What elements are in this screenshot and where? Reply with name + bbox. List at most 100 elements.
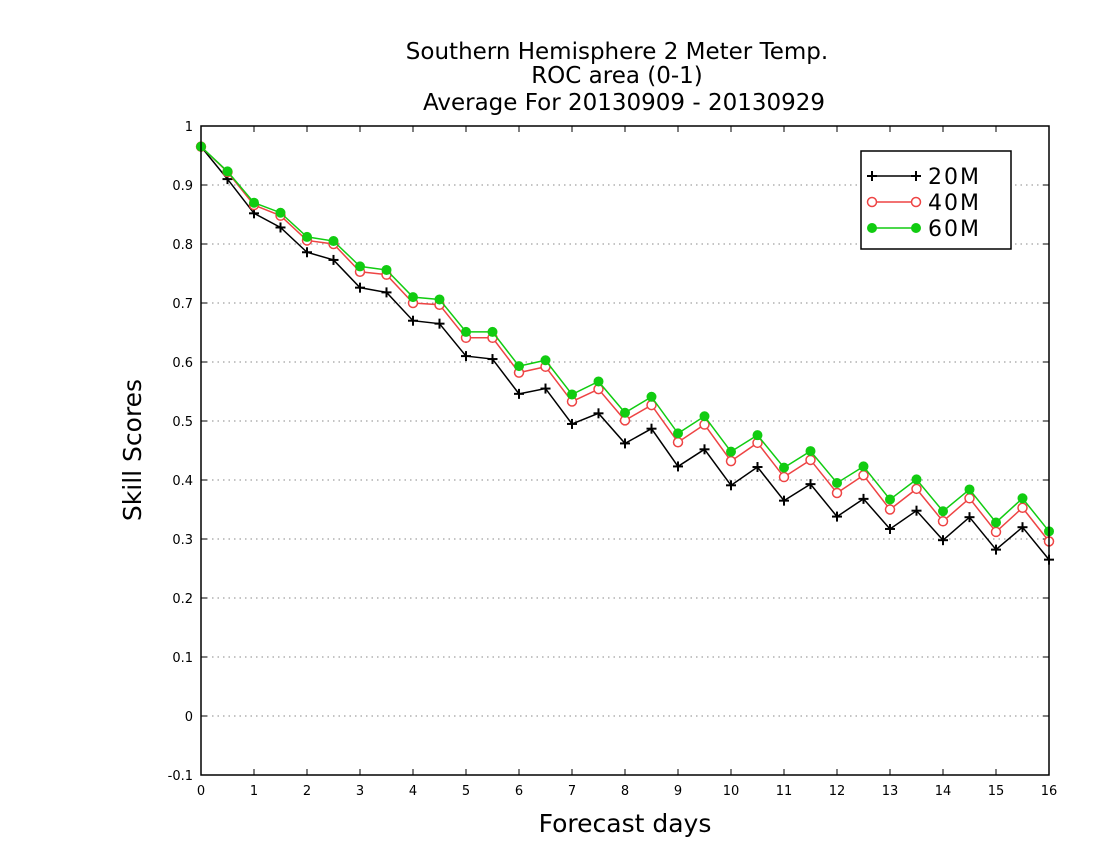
data-point-60m <box>779 462 789 473</box>
data-point-40m <box>778 471 790 483</box>
data-point-60m <box>699 411 710 422</box>
data-point-20m <box>540 383 551 394</box>
data-point-60m <box>938 506 948 517</box>
x-tick-label: 0 <box>197 784 205 799</box>
series-layer <box>195 141 1055 565</box>
data-point-20m <box>699 444 710 455</box>
data-point-60m <box>964 484 975 495</box>
legend-marker-40m <box>866 196 878 208</box>
x-tick-label: 9 <box>674 784 682 799</box>
data-point-20m <box>593 408 604 419</box>
plot-frame <box>200 125 1050 776</box>
y-tick-label: 0 <box>185 710 193 725</box>
data-point-40m <box>937 516 949 527</box>
data-point-20m <box>858 493 869 504</box>
x-tick-label: 11 <box>776 784 793 799</box>
data-point-60m <box>620 407 630 418</box>
data-point-60m <box>646 391 657 402</box>
y-axis-ticks: -0.1 0 0.1 0.2 0.3 0.4 0.5 0.6 0.7 0.8 0.9 1 <box>168 120 1049 784</box>
data-point-20m <box>408 315 418 326</box>
x-tick-label: 8 <box>621 784 629 799</box>
y-tick-label: 0.9 <box>172 179 193 194</box>
data-point-60m <box>408 292 418 303</box>
data-point-60m <box>222 166 233 177</box>
data-point-60m <box>1017 493 1028 504</box>
data-point-40m <box>805 454 816 466</box>
data-point-60m <box>752 430 763 441</box>
data-point-20m <box>487 354 498 365</box>
data-point-60m <box>302 231 312 242</box>
legend-marker-40m <box>910 196 922 208</box>
x-tick-label: 6 <box>515 784 523 799</box>
data-point-20m <box>885 523 895 534</box>
data-point-40m <box>964 493 975 504</box>
data-point-40m <box>911 483 922 495</box>
data-point-40m <box>1017 502 1028 513</box>
data-point-40m <box>672 436 684 448</box>
x-tick-label: 15 <box>988 784 1005 799</box>
data-point-20m <box>832 511 842 522</box>
legend-label-20m: 20M <box>928 165 981 190</box>
chart-title-line-2: ROC area (0-1) <box>531 63 703 89</box>
x-tick-label: 13 <box>882 784 899 799</box>
data-point-40m <box>831 487 843 499</box>
data-point-60m <box>275 207 286 218</box>
legend-marker-60m <box>911 223 921 233</box>
data-point-20m <box>964 512 975 523</box>
data-point-20m <box>673 461 683 472</box>
x-tick-label: 5 <box>462 784 470 799</box>
data-point-60m <box>832 477 842 488</box>
data-point-60m <box>805 446 816 457</box>
data-point-40m <box>884 504 896 515</box>
data-point-40m <box>725 455 737 467</box>
x-axis-label: Forecast days <box>539 809 712 838</box>
data-point-60m <box>328 236 339 247</box>
data-point-60m <box>381 264 392 275</box>
data-point-20m <box>752 462 763 473</box>
data-point-20m <box>805 479 816 490</box>
data-point-60m <box>355 261 365 272</box>
x-tick-label: 14 <box>935 784 952 799</box>
y-tick-label: 0.2 <box>172 592 193 607</box>
y-tick-label: 0.3 <box>172 533 193 548</box>
series-20m <box>196 141 1054 565</box>
x-axis-ticks: 0 1 2 3 4 5 6 7 8 9 10 11 12 13 14 15 16 <box>197 126 1057 799</box>
data-point-60m <box>726 446 736 457</box>
x-tick-label: 1 <box>250 784 258 799</box>
x-tick-label: 16 <box>1041 784 1058 799</box>
y-axis-label: Skill Scores <box>118 379 147 521</box>
data-point-60m <box>487 326 498 337</box>
data-point-20m <box>461 351 471 362</box>
legend-marker-20m <box>911 171 921 181</box>
data-point-60m <box>567 389 577 400</box>
data-point-20m <box>434 318 445 329</box>
chart-title-line-1: Southern Hemisphere 2 Meter Temp. <box>406 39 828 65</box>
series-60m <box>196 141 1054 537</box>
data-point-60m <box>249 197 259 208</box>
data-point-60m <box>911 474 922 485</box>
data-point-20m <box>355 282 365 293</box>
x-tick-label: 7 <box>568 784 576 799</box>
data-point-20m <box>620 438 630 449</box>
data-point-60m <box>593 376 604 387</box>
x-tick-label: 10 <box>723 784 740 799</box>
data-point-60m <box>434 294 445 305</box>
data-point-20m <box>726 480 736 491</box>
data-point-20m <box>514 388 524 399</box>
legend-box <box>860 150 1012 250</box>
x-tick-label: 4 <box>409 784 417 799</box>
data-point-20m <box>646 423 657 434</box>
data-point-60m <box>858 461 869 472</box>
data-point-20m <box>779 495 789 506</box>
x-tick-label: 3 <box>356 784 364 799</box>
data-point-20m <box>938 535 948 546</box>
y-tick-label: 0.6 <box>172 356 193 371</box>
legend-label-60m: 60M <box>928 217 981 242</box>
data-point-60m <box>461 326 471 337</box>
data-point-20m <box>275 222 286 233</box>
y-tick-label: 1 <box>185 120 193 135</box>
y-tick-label: 0.8 <box>172 238 193 253</box>
data-point-40m <box>858 470 869 481</box>
